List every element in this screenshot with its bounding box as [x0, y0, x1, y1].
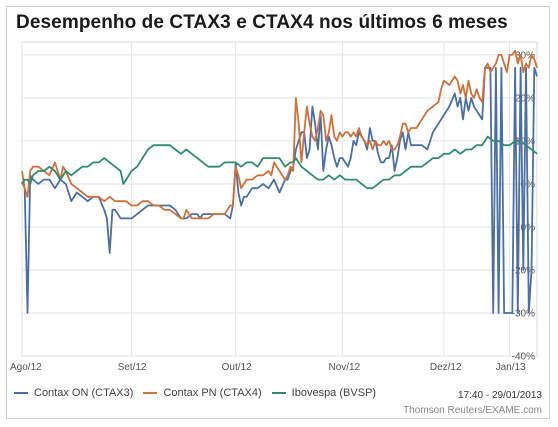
chart-title: Desempenho de CTAX3 e CTAX4 nos últimos … [16, 12, 508, 33]
x-tick-label: Dez/12 [430, 362, 462, 373]
legend-swatch-ctax3 [14, 392, 28, 394]
series-line-ctax3 [21, 66, 538, 314]
legend-swatch-ctax4 [143, 392, 158, 394]
legend-item-ctax3[interactable]: Contax ON (CTAX3) [14, 387, 133, 399]
chart-frame [6, 6, 550, 419]
y-tick-label: -20% [512, 265, 535, 276]
x-tick-label: Ago/12 [10, 362, 42, 373]
legend-label-ctax3: Contax ON (CTAX3) [34, 387, 134, 399]
series-lines [21, 49, 538, 314]
legend-swatch-bvsp [271, 392, 286, 394]
legend-item-bvsp[interactable]: Ibovespa (BVSP) [271, 387, 377, 399]
legend-label-bvsp: Ibovespa (BVSP) [291, 387, 377, 399]
x-tick-label: Nov/12 [329, 362, 361, 373]
x-tick-label: Set/12 [118, 362, 147, 373]
legend-item-ctax4[interactable]: Contax PN (CTAX4) [143, 387, 262, 399]
y-tick-label: -40% [512, 352, 535, 363]
timestamp: 17:40 - 29/01/2013 [458, 390, 542, 401]
x-axis-ticks: Ago/12 Set/12 Out/12 Nov/12 Dez/12 Jan/13 [10, 362, 526, 373]
series-line-ctax4 [21, 49, 538, 220]
source-credit: Thomson Reuters/EXAME.com [403, 405, 542, 416]
series-line-bvsp [21, 135, 538, 190]
legend: Contax ON (CTAX3) Contax PN (CTAX4) Ibov… [14, 387, 386, 399]
grid [21, 41, 538, 357]
legend-label-ctax4: Contax PN (CTAX4) [163, 387, 262, 399]
x-tick-label: Out/12 [222, 362, 252, 373]
y-tick-label: -30% [512, 308, 535, 319]
y-tick-label: 30% [515, 50, 535, 61]
x-tick-label: Jan/13 [496, 362, 526, 373]
